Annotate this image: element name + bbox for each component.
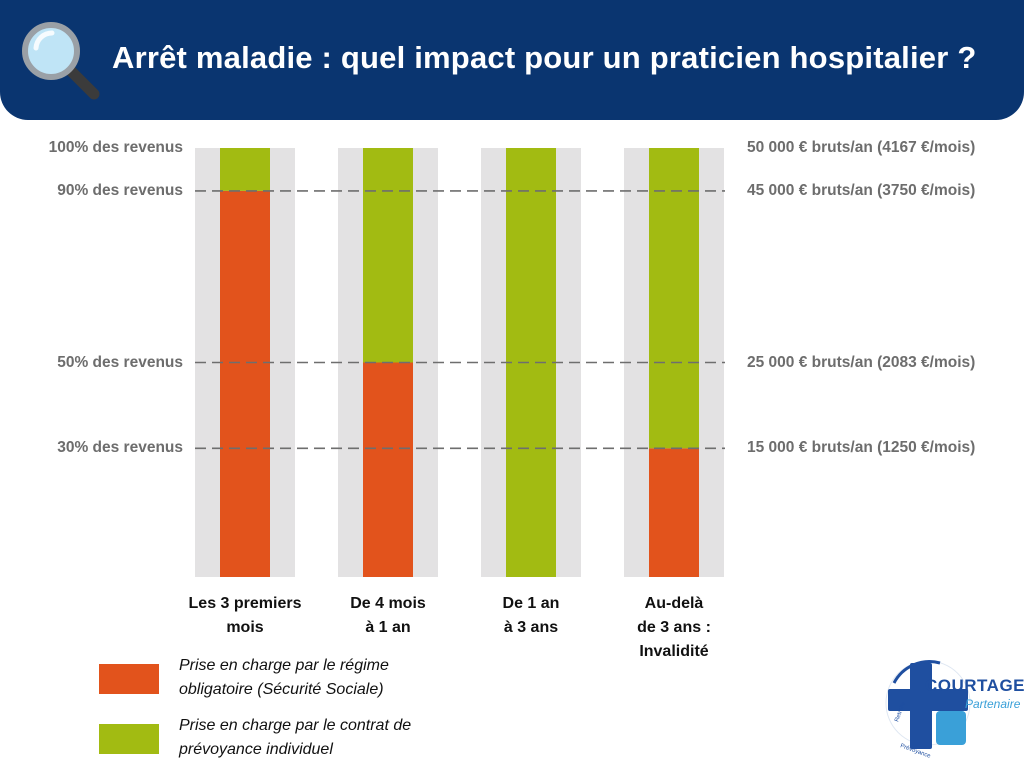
header-banner [0, 0, 1024, 120]
bar-2-series-2 [363, 148, 413, 363]
page-title: Arrêt maladie : quel impact pour un prat… [112, 40, 977, 75]
courtage-partenaire-logo: Retraite Prévoyance [885, 660, 971, 760]
category-label-1: Les 3 premiers mois [188, 595, 302, 636]
legend-swatch-prevoyance [99, 724, 159, 754]
y-tick-right-50: 25 000 € bruts/an (2083 €/mois) [747, 353, 976, 371]
bar-1-series-2 [220, 148, 270, 191]
category-label-2: De 4 mois à 1 an [350, 595, 426, 636]
bar-4-series-2 [649, 148, 699, 449]
category-label-3: De 1 an à 3 ans [502, 595, 560, 636]
y-tick-left-90: 90% des revenus [57, 181, 183, 199]
logo-name: COURTAGE [925, 676, 1024, 695]
y-tick-right-100: 50 000 € bruts/an (4167 €/mois) [747, 139, 976, 156]
y-tick-right-90: 45 000 € bruts/an (3750 €/mois) [747, 181, 976, 199]
legend-swatch-regime [99, 664, 159, 694]
legend-label-prevoyance: Prise en charge par le contrat de prévoya… [179, 717, 412, 758]
bar-2-series-1 [363, 362, 413, 577]
y-tick-left-100: 100% des revenus [48, 139, 183, 156]
category-label-4: Au-delà de 3 ans : Invalidité [637, 595, 711, 660]
y-tick-right-30: 15 000 € bruts/an (1250 €/mois) [747, 439, 976, 457]
y-tick-left-30: 30% des revenus [57, 439, 183, 457]
y-tick-left-50: 50% des revenus [57, 353, 183, 371]
bar-4-series-1 [649, 448, 699, 577]
logo-subtitle: Partenaire [965, 697, 1021, 711]
magnifying-glass-icon [22, 22, 100, 100]
bar-3-series-2 [506, 148, 556, 577]
bar-1-series-1 [220, 190, 270, 577]
legend-label-regime: Prise en charge par le régime obligatoire… [179, 657, 389, 698]
